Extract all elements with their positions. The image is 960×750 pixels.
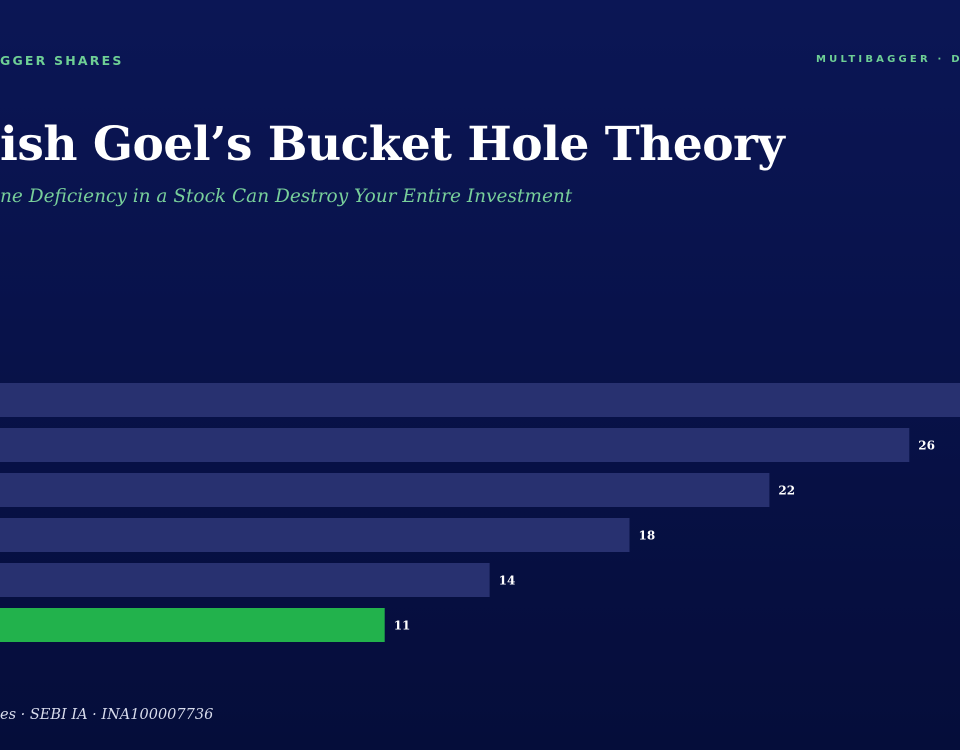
bar (0, 563, 490, 597)
bar-value-label: 18 (639, 529, 656, 543)
bars-group (0, 383, 960, 642)
bar-value-label: 22 (778, 484, 795, 498)
bar-value-label: 26 (918, 439, 935, 453)
bar-value-label: 11 (394, 619, 411, 633)
bar (0, 473, 770, 507)
bar-value-label: 14 (499, 574, 516, 588)
brand-kicker: GGER SHARES (0, 53, 124, 68)
bar (0, 428, 910, 462)
bar (0, 518, 630, 552)
bar-highlight (0, 608, 385, 642)
series-kicker: MULTIBAGGER · D (816, 54, 960, 65)
page-subtitle: ne Deficiency in a Stock Can Destroy You… (0, 186, 573, 207)
footer-disclaimer: es · SEBI IA · INA100007736 (0, 707, 214, 723)
bar (0, 383, 960, 417)
page-title: ish Goel’s Bucket Hole Theory (0, 117, 785, 172)
value-labels-group: 26 22 18 14 11 (394, 439, 935, 633)
bar-chart: 26 22 18 14 11 (0, 383, 960, 642)
